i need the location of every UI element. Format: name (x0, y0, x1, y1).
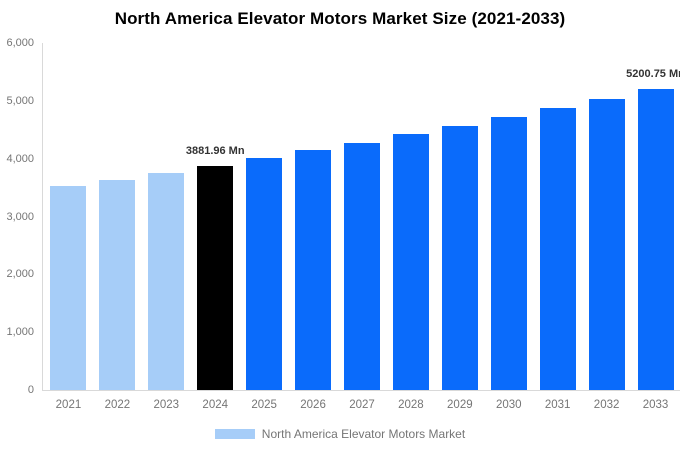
bar-slot-2032 (582, 43, 631, 390)
x-tick-label-2026: 2026 (300, 399, 326, 411)
y-tick-label: 3,000 (6, 210, 34, 223)
bar-slot-2031 (533, 43, 582, 390)
value-annotation-2033: 5200.75 Mn (626, 68, 680, 81)
chart-title: North America Elevator Motors Market Siz… (114, 9, 566, 28)
bar-slot-2023 (142, 43, 191, 390)
x-tick-label-2030: 2030 (495, 399, 522, 411)
bar-slot-2029 (435, 43, 484, 390)
bar-slot-2027 (338, 43, 387, 390)
x-axis: 2021 2022 2023 2024 2025 2026 2027 2028 2029 2030… (44, 399, 680, 411)
bar-2022 (99, 179, 136, 390)
bar-2028 (392, 134, 429, 390)
bar-2033 (637, 89, 674, 390)
y-axis-line (42, 43, 43, 390)
x-tick-label-2031: 2031 (544, 399, 571, 411)
bar-2026 (295, 150, 332, 390)
y-tick-label: 2,000 (6, 268, 34, 281)
legend: North America Elevator Motors Market (0, 427, 680, 441)
x-tick-label-2023: 2023 (153, 399, 180, 411)
x-tick-label-2024: 2024 (202, 399, 229, 411)
bar-2021 (50, 186, 87, 390)
bar-slot-2030 (484, 43, 533, 390)
x-tick-label-2022: 2022 (104, 399, 131, 411)
bar-slot-2033: 5200.75 Mn (626, 43, 680, 390)
bar-2032 (588, 98, 625, 390)
x-tick-label-2029: 2029 (447, 399, 473, 411)
x-tick-label-2021: 2021 (55, 399, 82, 411)
bar-slot-2025 (240, 43, 289, 390)
x-axis-line (42, 390, 680, 391)
y-tick-label: 1,000 (6, 326, 34, 339)
bar-slot-2024: 3881.96 Mn (186, 43, 245, 390)
plot-area: 3881.96 Mn 5200.75 Mn (44, 43, 680, 390)
bar-slot-2028 (386, 43, 435, 390)
legend-label: North America Elevator Motors Market (261, 427, 466, 441)
bar-2025 (246, 158, 283, 390)
legend-swatch (214, 429, 255, 439)
bar-2023 (148, 172, 185, 390)
x-tick-label-2028: 2028 (398, 399, 424, 411)
x-tick-label-2032: 2032 (593, 399, 620, 411)
bar-slot-2026 (289, 43, 338, 390)
bar-2024 (197, 165, 234, 390)
y-tick-label: 0 (27, 384, 34, 396)
y-tick-label: 4,000 (6, 152, 34, 165)
bar-2030 (490, 117, 527, 390)
x-tick-label-2033: 2033 (642, 399, 669, 411)
bar-slot-2021 (44, 43, 93, 390)
value-annotation-2024: 3881.96 Mn (185, 144, 245, 157)
x-tick-label-2027: 2027 (349, 399, 375, 411)
y-tick-label: 6,000 (6, 37, 34, 49)
y-axis: 6,000 5,000 4,000 3,000 2,000 1,000 0 (0, 37, 34, 396)
bar-2027 (343, 142, 380, 390)
x-tick-label-2025: 2025 (251, 399, 277, 411)
bar-slot-2022 (93, 43, 142, 390)
bar-2029 (441, 125, 478, 390)
bar-2031 (539, 108, 576, 390)
y-tick-label: 5,000 (6, 94, 34, 107)
